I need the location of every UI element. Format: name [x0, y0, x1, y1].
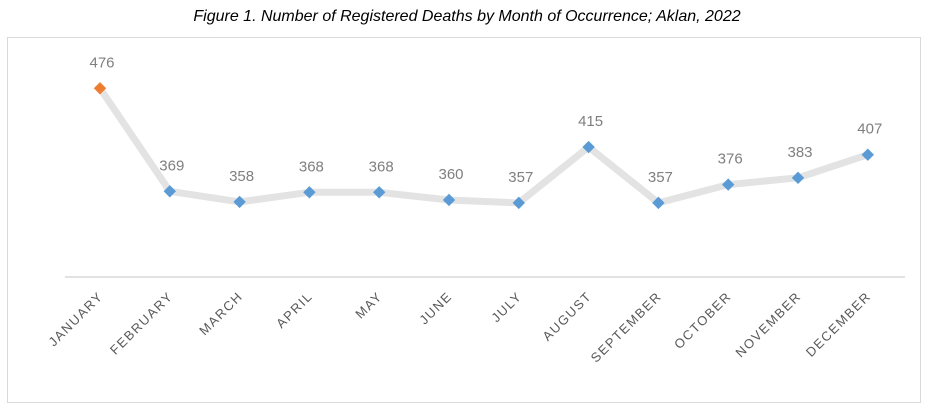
- tick-label-february: FEBRUARY: [107, 289, 176, 358]
- tick-label-july: JULY: [488, 289, 525, 326]
- chart-frame: [7, 37, 921, 403]
- data-label-october: 376: [718, 151, 743, 168]
- data-label-september: 357: [648, 169, 673, 186]
- data-point-january: [93, 82, 107, 95]
- data-point-june: [442, 193, 456, 207]
- data-label-march: 358: [229, 168, 254, 185]
- data-label-february: 369: [159, 157, 184, 174]
- figure-title: Figure 1. Number of Registered Deaths by…: [193, 8, 741, 25]
- line-layer: [96, 84, 872, 207]
- tick-label-november: NOVEMBER: [732, 289, 804, 361]
- data-label-august: 415: [578, 113, 603, 130]
- tick-label-march: MARCH: [196, 289, 246, 339]
- tick-label-april: APRIL: [273, 289, 315, 331]
- data-label-july: 357: [508, 169, 533, 186]
- tick-label-october: OCTOBER: [671, 289, 734, 352]
- tick-label-september: SEPTEMBER: [588, 289, 665, 366]
- series-line: [96, 84, 872, 207]
- data-point-december: [861, 148, 874, 161]
- data-label-december: 407: [857, 121, 882, 138]
- data-label-january: 476: [89, 54, 114, 71]
- data-label-layer: 476 369 358 368 368 360 357 415 357 376 383 407: [89, 54, 882, 186]
- data-point-september: [652, 196, 665, 210]
- data-point-august: [582, 140, 595, 154]
- tick-label-layer: JANUARY FEBRUARY MARCH APRIL MAY JUNE JULY AUGU…: [45, 289, 874, 366]
- tick-label-june: JUNE: [416, 289, 455, 328]
- data-label-june: 360: [438, 166, 463, 183]
- tick-label-january: JANUARY: [45, 289, 106, 350]
- data-point-july: [512, 196, 525, 210]
- tick-label-december: DECEMBER: [803, 289, 874, 360]
- data-point-february: [163, 185, 176, 198]
- data-point-march: [233, 195, 246, 209]
- data-label-november: 383: [787, 144, 812, 161]
- data-point-november: [791, 171, 805, 185]
- tick-label-may: MAY: [352, 289, 385, 322]
- data-point-april: [303, 186, 316, 199]
- data-label-may: 368: [369, 158, 394, 175]
- data-point-october: [722, 178, 735, 191]
- data-label-april: 368: [299, 158, 324, 175]
- marker-layer: [93, 82, 874, 210]
- tick-label-august: AUGUST: [539, 289, 594, 344]
- data-point-may: [373, 186, 386, 199]
